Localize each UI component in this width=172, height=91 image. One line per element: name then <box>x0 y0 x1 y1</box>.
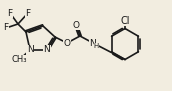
Text: H: H <box>94 42 99 49</box>
Text: N: N <box>27 46 33 55</box>
Text: F: F <box>25 8 31 17</box>
Text: F: F <box>25 8 31 17</box>
Text: H: H <box>94 42 99 49</box>
Text: F: F <box>3 23 9 32</box>
Text: N: N <box>90 38 96 48</box>
Text: N: N <box>27 46 33 55</box>
Text: Cl: Cl <box>120 15 130 25</box>
Text: F: F <box>3 23 9 32</box>
Text: N: N <box>44 46 50 55</box>
Text: N: N <box>44 46 50 55</box>
Text: O: O <box>63 38 71 48</box>
Text: O: O <box>73 20 79 29</box>
Text: F: F <box>7 8 13 17</box>
Text: N: N <box>90 38 96 48</box>
Text: Cl: Cl <box>120 15 130 25</box>
Text: O: O <box>73 20 79 29</box>
Text: CH₃: CH₃ <box>11 56 27 65</box>
Text: CH₃: CH₃ <box>11 56 27 65</box>
Text: O: O <box>63 38 71 48</box>
Text: F: F <box>7 8 13 17</box>
